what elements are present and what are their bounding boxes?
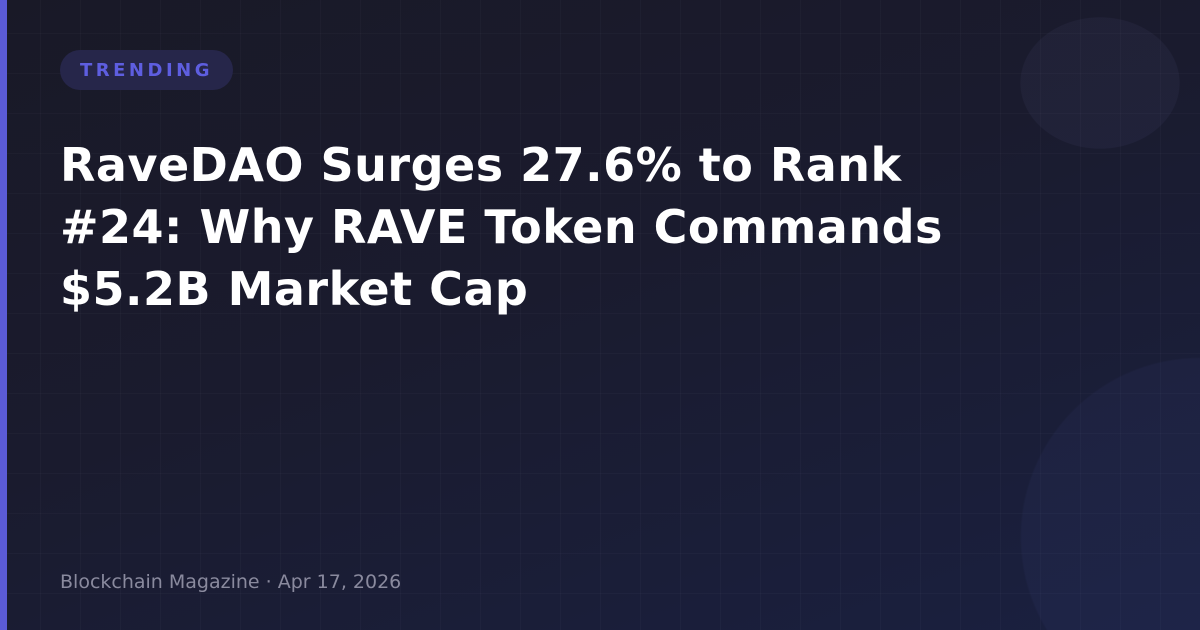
badge-label: TRENDING xyxy=(80,59,213,81)
article-title: RaveDAO Surges 27.6% to Rank #24: Why RA… xyxy=(60,138,943,316)
meta-separator: · xyxy=(259,571,278,593)
article-meta: Blockchain Magazine · Apr 17, 2026 xyxy=(60,571,401,593)
trending-badge: TRENDING xyxy=(60,50,233,90)
source-name: Blockchain Magazine xyxy=(60,571,260,593)
left-accent-bar xyxy=(0,0,7,630)
publish-date: Apr 17, 2026 xyxy=(277,571,402,593)
